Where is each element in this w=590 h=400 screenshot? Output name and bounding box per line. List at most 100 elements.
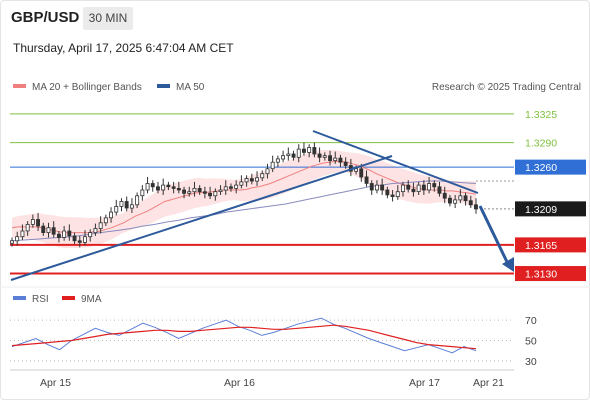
candle-body <box>421 184 426 191</box>
rsi-panel: 70 50 30 <box>10 315 537 368</box>
candle-body <box>41 225 46 234</box>
x-tick-label: Apr 17 <box>409 377 440 389</box>
legend-swatch-rsi <box>13 296 26 300</box>
timestamp: Thursday, April 17, 2025 6:47:04 AM CET <box>13 41 234 55</box>
candle-body <box>338 157 343 163</box>
candle-body <box>187 191 192 194</box>
candle-body <box>20 230 25 238</box>
candle-body <box>103 217 108 224</box>
level-label-box <box>515 159 586 175</box>
candle-body <box>442 192 447 199</box>
rsi-line <box>11 317 477 354</box>
candle-body <box>135 195 140 206</box>
candle-body <box>72 235 77 242</box>
candle-body <box>46 227 51 233</box>
candle-body <box>473 204 478 210</box>
price-panel: 1.3325 1.3290 1.3260 1.3209 1.3165 1.3130 <box>9 109 586 282</box>
legend-label-ma50: MA 50 <box>176 82 205 93</box>
candle-body <box>301 148 306 153</box>
candle-body <box>411 188 416 193</box>
projection-arrow-head <box>502 257 514 272</box>
rsi-tick-label: 50 <box>525 336 537 348</box>
candle-body <box>260 173 265 179</box>
pair-title: GBP/USD <box>11 9 80 26</box>
candle-body <box>432 183 437 188</box>
candle-body <box>166 184 171 188</box>
candle-body <box>390 194 395 198</box>
candle-body <box>447 197 452 204</box>
candle-body <box>468 200 473 206</box>
candle-body <box>317 153 322 158</box>
downtrend-line <box>312 130 479 194</box>
level-label-box <box>515 201 586 217</box>
legend-swatch-ma20 <box>13 84 26 88</box>
candle-body <box>57 233 61 238</box>
candle-body <box>281 155 285 160</box>
candle-body <box>234 184 239 189</box>
rsi-tick-label: 30 <box>525 356 537 368</box>
candle-body <box>93 228 98 233</box>
candle-body <box>208 192 212 197</box>
candle-body <box>30 219 35 225</box>
candle-body <box>15 236 20 242</box>
candle-body <box>145 183 150 191</box>
candle-body <box>359 168 364 178</box>
candle-body <box>369 183 374 191</box>
candle-body <box>286 153 291 157</box>
candle-body <box>406 184 411 190</box>
candle-body <box>171 186 176 189</box>
candle-body <box>51 227 56 235</box>
uptrend-line <box>10 155 393 281</box>
candle-body <box>239 181 244 186</box>
candle-body <box>354 168 358 172</box>
candle-body <box>25 223 30 232</box>
candle-body <box>98 222 103 229</box>
candle-body <box>249 178 254 182</box>
candle-body <box>322 155 327 158</box>
candle-body <box>307 147 312 153</box>
candle-body <box>9 240 14 244</box>
candle-body <box>202 191 207 194</box>
candle-body <box>416 184 421 193</box>
candle-body <box>380 184 385 191</box>
candle-body <box>270 161 275 170</box>
candle-body <box>197 187 202 193</box>
candle-body <box>67 230 72 237</box>
candle-body <box>182 189 186 194</box>
candle-body <box>192 187 197 193</box>
title-bar: GBP/USD 30 MIN <box>0 0 590 38</box>
timeframe-badge[interactable]: 30 MIN <box>83 7 133 30</box>
candle-body <box>374 184 379 191</box>
candle-body <box>328 155 332 161</box>
rsi-tick-label: 70 <box>525 315 537 327</box>
candle-body <box>437 186 442 194</box>
level-label: 1.3260 <box>525 162 557 174</box>
x-tick-label: Apr 15 <box>40 377 71 389</box>
candle-body <box>119 201 124 207</box>
candle-body <box>77 240 82 243</box>
candle-body <box>109 211 113 219</box>
candle-body <box>265 168 270 175</box>
bollinger-band <box>12 150 476 249</box>
x-tick-label: Apr 16 <box>224 377 255 389</box>
candle-body <box>255 177 259 182</box>
level-label: 1.3165 <box>525 240 557 252</box>
legend-label-ma20: MA 20 + Bollinger Bands <box>32 82 142 93</box>
candle-body <box>333 157 338 162</box>
candle-body <box>140 189 145 197</box>
candle-body <box>364 176 369 184</box>
candle-body <box>312 147 317 155</box>
candle-body <box>400 184 405 193</box>
level-label: 1.3209 <box>525 204 557 216</box>
candle-body <box>244 178 249 183</box>
candle-body <box>150 183 155 188</box>
candle-body <box>114 205 119 213</box>
candle-body <box>129 204 134 209</box>
candle-body <box>395 191 400 197</box>
candle-body <box>155 186 160 191</box>
legend-swatch-ma50 <box>157 84 170 88</box>
candle-body <box>458 195 463 201</box>
candle-body <box>228 186 233 189</box>
x-tick-label: Apr 21 <box>473 377 504 389</box>
candle-body <box>62 230 67 238</box>
